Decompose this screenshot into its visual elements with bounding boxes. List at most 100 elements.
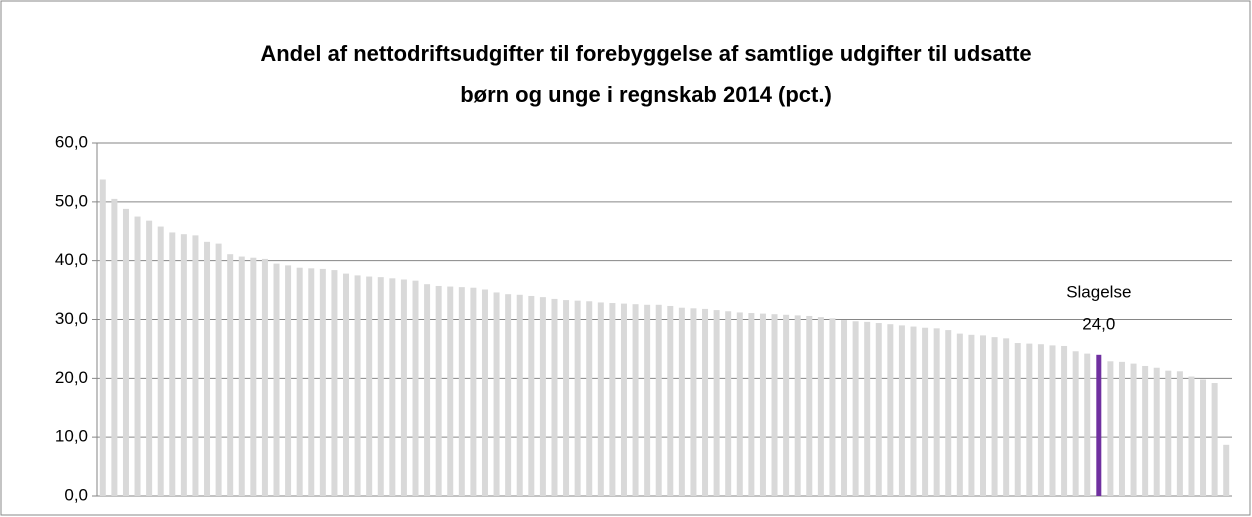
bar [319,268,326,496]
bar [620,303,627,496]
bar [759,313,766,496]
bar [771,314,778,496]
bar [1118,361,1125,496]
chart-title: Andel af nettodriftsudgifter til forebyg… [260,41,1031,66]
annotation-label: Slagelse [1066,282,1131,301]
bar [725,311,732,496]
bar [424,284,431,496]
bar [1014,343,1021,496]
bar [1211,383,1218,496]
bar [331,270,338,496]
bar [702,308,709,496]
bar [748,313,755,496]
value-label: 24,0 [1082,314,1115,333]
bar [1003,338,1010,496]
bar [146,220,153,496]
bar [1107,361,1114,496]
bar [910,326,917,496]
bar [667,305,674,496]
bar [227,254,234,496]
bar [134,216,141,496]
bar [458,287,465,496]
bar [586,301,593,496]
bar [122,208,129,497]
bar [690,308,697,496]
bar [655,304,662,496]
bar [215,243,222,496]
bar [389,278,396,496]
bar [597,302,604,496]
bar [829,318,836,496]
bar [354,275,361,496]
bar [1096,354,1102,496]
y-tick-label: 10,0 [55,427,88,446]
bar [273,263,280,496]
bar [377,277,384,496]
bar [979,335,986,496]
bar [898,325,905,496]
bar [1153,367,1160,496]
bar [180,234,187,497]
bar [1061,345,1068,496]
bar [1165,370,1172,496]
bar [563,300,570,496]
bar [435,285,442,496]
bar [1026,343,1033,496]
bar [806,315,813,496]
bar [250,257,257,496]
bar [956,333,963,496]
bar [783,314,790,496]
bar [528,295,535,496]
bar [1223,444,1230,496]
bar [204,241,211,496]
bar [296,267,303,496]
bar [875,323,882,496]
bar [493,292,500,496]
y-tick-label: 0,0 [64,485,88,504]
bar [481,289,488,496]
bar [366,276,373,496]
y-tick-label: 50,0 [55,191,88,210]
bar [470,287,477,496]
y-tick-label: 40,0 [55,250,88,269]
bar [99,179,106,496]
bar [516,294,523,496]
bar [864,321,871,496]
y-tick-label: 30,0 [55,309,88,328]
bar [111,198,118,496]
y-tick-label: 60,0 [55,132,88,151]
bar [933,328,940,496]
bar [192,235,199,496]
bar [1037,344,1044,496]
bar [285,265,292,496]
bar [841,320,848,496]
chart-title: børn og unge i regnskab 2014 (pct.) [460,82,832,107]
bar [447,286,454,496]
bar [551,298,558,496]
bar [574,300,581,496]
y-tick-label: 20,0 [55,368,88,387]
bar [539,297,546,496]
bar [169,232,176,496]
bar [505,294,512,496]
bar [794,315,801,496]
bar [1084,353,1091,496]
bar [261,258,268,496]
bar [968,334,975,496]
bar [1176,371,1183,496]
bar [238,256,245,496]
bar [922,327,929,496]
bar [1072,351,1079,496]
bar [713,310,720,496]
bar [887,324,894,496]
bar [1200,379,1207,496]
bar [632,304,639,496]
bar [1142,365,1149,496]
bar [945,330,952,496]
bar [609,303,616,496]
bar [678,307,685,496]
bar [1049,345,1056,496]
bar [412,280,419,496]
bar [1188,376,1195,496]
